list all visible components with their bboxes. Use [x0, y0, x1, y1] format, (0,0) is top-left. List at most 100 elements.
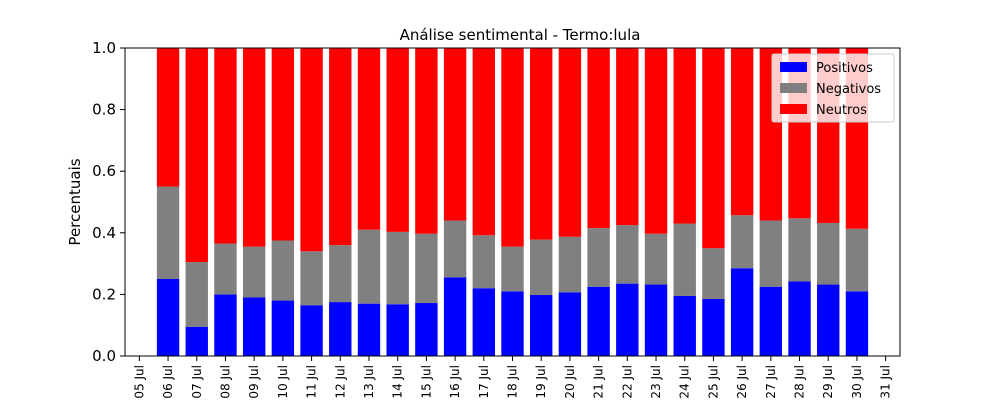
x-tick-label: 16 Jul — [448, 365, 462, 399]
bar-neutros-24-jul — [673, 48, 696, 224]
bar-positivos-13-jul — [357, 303, 381, 356]
bar-positivos-10-jul — [271, 300, 295, 356]
y-tick-label: 0.2 — [92, 285, 116, 303]
x-tick-label: 08 Jul — [218, 365, 232, 399]
bar-positivos-27-jul — [759, 286, 783, 356]
bar-positivos-21-jul — [587, 286, 610, 356]
x-tick-label: 18 Jul — [506, 365, 520, 399]
bar-positivos-30-jul — [845, 291, 869, 356]
y-tick-label: 0.6 — [92, 162, 116, 180]
bar-neutros-12-jul — [329, 48, 352, 246]
bar-positivos-28-jul — [788, 281, 811, 356]
bar-neutros-16-jul — [443, 48, 467, 221]
x-tick-label: 05 Jul — [132, 365, 146, 399]
legend-swatch-positivos — [780, 62, 807, 72]
x-tick-label: 14 Jul — [391, 365, 405, 399]
bar-negativos-14-jul — [386, 231, 409, 305]
bar-positivos-22-jul — [616, 283, 639, 356]
bar-neutros-07-jul — [185, 48, 208, 263]
x-tick-label: 22 Jul — [620, 365, 634, 399]
bar-positivos-29-jul — [817, 284, 840, 356]
bar-positivos-14-jul — [386, 304, 409, 356]
x-tick-label: 19 Jul — [534, 365, 548, 399]
bar-positivos-18-jul — [501, 291, 524, 356]
plot-frame — [124, 47, 901, 357]
x-tick-label: 13 Jul — [362, 365, 376, 399]
bar-negativos-12-jul — [329, 245, 352, 303]
bar-negativos-22-jul — [616, 225, 639, 284]
x-tick-label: 06 Jul — [161, 365, 175, 399]
y-tick-label: 0.4 — [92, 224, 116, 242]
bar-negativos-27-jul — [759, 220, 783, 287]
bar-neutros-13-jul — [357, 48, 381, 230]
x-tick-label: 17 Jul — [477, 365, 491, 399]
bar-negativos-07-jul — [185, 262, 208, 327]
x-tick-label: 27 Jul — [764, 365, 778, 399]
bar-negativos-25-jul — [702, 248, 725, 300]
bar-neutros-18-jul — [501, 48, 524, 247]
x-tick-label: 12 Jul — [333, 365, 347, 399]
y-axis: 0.0 0.2 0.4 0.6 0.8 1.0 — [92, 39, 125, 365]
x-tick-label: 20 Jul — [563, 365, 577, 399]
bar-negativos-19-jul — [530, 239, 553, 296]
legend-label-negativos: Negativos — [816, 82, 881, 97]
bar-neutros-17-jul — [472, 48, 495, 236]
bar-positivos-24-jul — [673, 295, 696, 356]
x-axis: 05 Jul 06 Jul 07 Jul 08 Jul 09 Jul 10 Jul 11 J… — [132, 356, 893, 399]
x-tick-label: 31 Jul — [879, 365, 893, 399]
chart-title: Análise sentimental - Termo:lula — [400, 26, 641, 44]
bar-neutros-09-jul — [242, 48, 266, 247]
bar-negativos-06-jul — [156, 186, 180, 279]
bar-positivos-23-jul — [644, 284, 668, 356]
bar-negativos-18-jul — [501, 246, 524, 292]
bar-positivos-20-jul — [558, 292, 582, 356]
bar-neutros-25-jul — [702, 48, 725, 249]
bar-positivos-26-jul — [730, 268, 754, 356]
bar-negativos-17-jul — [472, 235, 495, 289]
x-tick-label: 28 Jul — [793, 365, 807, 399]
bar-negativos-24-jul — [673, 223, 696, 296]
bar-positivos-09-jul — [242, 297, 266, 356]
bar-positivos-16-jul — [443, 277, 467, 356]
plot-area — [156, 48, 869, 356]
x-tick-label: 24 Jul — [678, 365, 692, 399]
bar-positivos-12-jul — [329, 302, 352, 356]
legend: Positivos Negativos Neutros — [771, 53, 895, 123]
bar-neutros-11-jul — [300, 48, 323, 252]
bar-negativos-13-jul — [357, 229, 381, 304]
bar-negativos-23-jul — [644, 233, 668, 285]
bar-neutros-15-jul — [415, 48, 438, 234]
bar-positivos-11-jul — [300, 305, 323, 356]
bar-neutros-23-jul — [644, 48, 668, 234]
bar-negativos-28-jul — [788, 218, 811, 282]
bar-positivos-08-jul — [214, 294, 237, 356]
bar-negativos-30-jul — [845, 228, 869, 292]
y-axis-label: Percentuais — [66, 158, 84, 245]
x-tick-label: 25 Jul — [706, 365, 720, 399]
x-tick-label: 10 Jul — [276, 365, 290, 399]
bar-positivos-15-jul — [415, 303, 438, 356]
bar-neutros-14-jul — [386, 48, 409, 232]
bar-neutros-19-jul — [530, 48, 553, 240]
bar-positivos-17-jul — [472, 288, 495, 356]
bar-negativos-15-jul — [415, 233, 438, 304]
x-tick-label: 07 Jul — [190, 365, 204, 399]
x-tick-label: 30 Jul — [850, 365, 864, 399]
bar-neutros-22-jul — [616, 48, 639, 226]
bar-neutros-20-jul — [558, 48, 582, 237]
x-tick-label: 09 Jul — [247, 365, 261, 399]
bar-negativos-21-jul — [587, 228, 610, 287]
bar-negativos-29-jul — [817, 222, 840, 285]
bar-positivos-07-jul — [185, 326, 208, 356]
x-tick-label: 26 Jul — [735, 365, 749, 399]
y-tick-label: 1.0 — [92, 39, 116, 57]
bar-neutros-26-jul — [730, 48, 754, 216]
bar-negativos-10-jul — [271, 240, 295, 301]
bar-positivos-25-jul — [702, 299, 725, 356]
x-tick-label: 29 Jul — [821, 365, 835, 399]
bar-negativos-11-jul — [300, 251, 323, 306]
bar-negativos-20-jul — [558, 236, 582, 293]
bar-negativos-26-jul — [730, 215, 754, 269]
bar-negativos-09-jul — [242, 246, 266, 298]
